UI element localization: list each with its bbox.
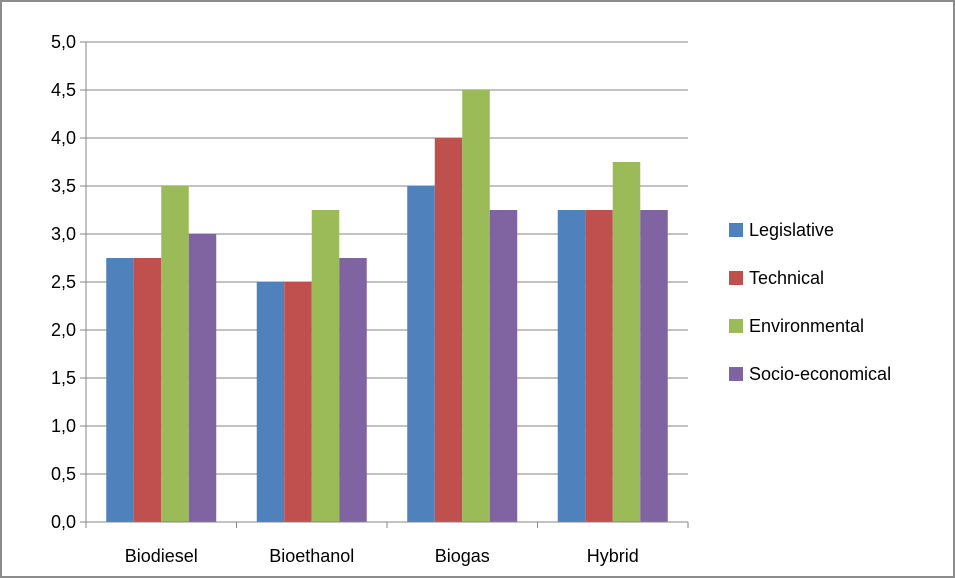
bar-socio-economical-biodiesel (188, 234, 217, 522)
legend-label: Legislative (749, 220, 834, 240)
bar-technical-biogas (434, 138, 463, 522)
bar-environmental-biodiesel (161, 186, 189, 522)
axes (80, 41, 689, 528)
bars (106, 90, 668, 522)
y-tick-label: 1,5 (51, 368, 76, 388)
bar-legislative-biodiesel (106, 258, 134, 522)
x-category-label: Biodiesel (125, 546, 198, 566)
bar-socio-economical-hybrid (640, 210, 668, 522)
legend-label: Environmental (749, 316, 864, 336)
bar-technical-biodiesel (133, 258, 162, 522)
y-tick-label: 0,5 (51, 464, 76, 484)
legend-swatch-legislative (729, 223, 743, 237)
legend-swatch-technical (729, 271, 743, 285)
y-tick-label: 0,0 (51, 512, 76, 532)
x-category-labels: Biodiesel Bioethanol Biogas Hybrid (125, 546, 639, 566)
legend-swatch-socio-economical (729, 367, 743, 381)
x-category-label: Hybrid (587, 546, 639, 566)
legend-label: Technical (749, 268, 824, 288)
bar-legislative-bioethanol (256, 282, 285, 522)
x-category-label: Biogas (435, 546, 490, 566)
bar-environmental-biogas (462, 90, 490, 522)
y-tick-label: 3,0 (51, 224, 76, 244)
bar-legislative-biogas (407, 186, 435, 522)
y-tick-label: 2,5 (51, 272, 76, 292)
bar-environmental-hybrid (612, 162, 641, 522)
y-tick-labels: 0,0 0,5 1,0 1,5 2,0 2,5 3,0 3,5 4,0 4,5 5,0 (51, 32, 76, 532)
y-tick-label: 4,0 (51, 128, 76, 148)
bar-technical-bioethanol (284, 282, 312, 522)
bar-legislative-hybrid (557, 210, 586, 522)
y-tick-label: 4,5 (51, 80, 76, 100)
legend-swatch-environmental (729, 319, 743, 333)
x-category-label: Bioethanol (269, 546, 354, 566)
legend: Legislative Technical Environmental Socio-e… (729, 220, 891, 384)
bar-socio-economical-bioethanol (339, 258, 367, 522)
y-tick-label: 5,0 (51, 32, 76, 52)
y-tick-label: 2,0 (51, 320, 76, 340)
bar-technical-hybrid (585, 210, 613, 522)
y-tick-label: 1,0 (51, 416, 76, 436)
bar-socio-economical-biogas (489, 210, 518, 522)
bar-environmental-bioethanol (311, 210, 340, 522)
legend-label: Socio-economical (749, 364, 891, 384)
y-tick-label: 3,5 (51, 176, 76, 196)
